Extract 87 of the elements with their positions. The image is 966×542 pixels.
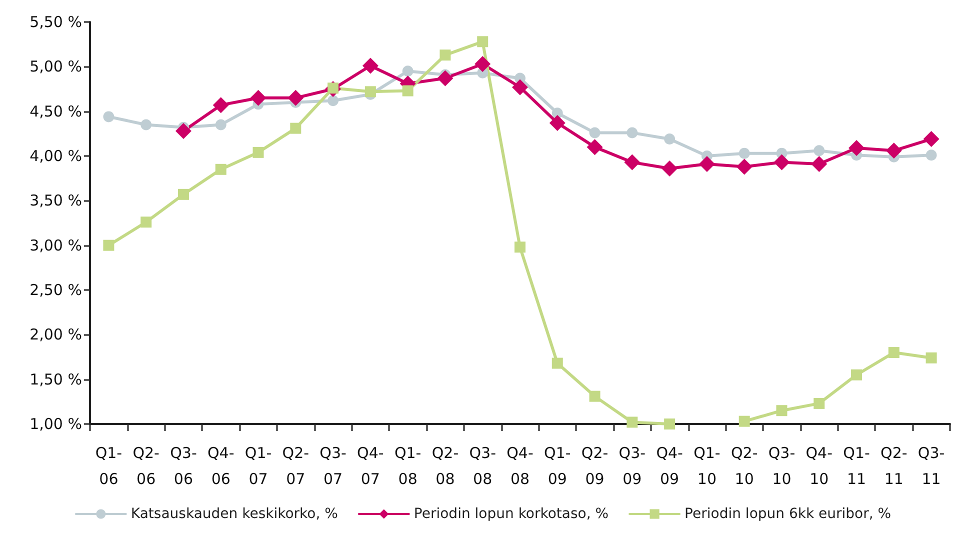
point bbox=[624, 154, 640, 170]
x-tick-label: Q2-07 bbox=[282, 444, 310, 488]
point bbox=[664, 134, 676, 145]
point bbox=[814, 145, 825, 156]
point bbox=[814, 398, 825, 409]
point bbox=[140, 119, 152, 130]
x-tick-label: Q4-10 bbox=[806, 444, 833, 488]
x-tick-label: Q2-09 bbox=[581, 444, 608, 488]
x-tick-label: Q2-11 bbox=[880, 444, 908, 488]
point bbox=[440, 50, 451, 61]
x-tick-label: Q3-10 bbox=[768, 444, 796, 488]
point bbox=[738, 148, 750, 159]
y-tick-label: 1,50 % bbox=[30, 370, 82, 388]
point bbox=[848, 140, 865, 156]
point bbox=[662, 160, 678, 177]
x-tick-label: Q1-06 bbox=[95, 444, 122, 488]
x-tick-label: Q4-06 bbox=[207, 444, 234, 488]
point bbox=[926, 150, 937, 161]
x-tick-label: Q3-07 bbox=[320, 444, 346, 488]
y-tick-label: 5,00 % bbox=[30, 58, 82, 76]
point bbox=[474, 56, 491, 72]
x-tick-label: Q1-07 bbox=[244, 444, 272, 488]
point bbox=[288, 90, 304, 106]
point bbox=[736, 158, 752, 175]
point bbox=[215, 119, 226, 130]
point bbox=[514, 242, 526, 253]
x-tick-label: Q1-10 bbox=[694, 444, 720, 488]
y-tick-label: 4,00 % bbox=[30, 147, 82, 165]
point bbox=[140, 216, 152, 228]
x-tick-label: Q3-11 bbox=[918, 444, 945, 488]
point bbox=[512, 79, 528, 96]
point bbox=[923, 131, 940, 148]
point bbox=[215, 164, 226, 175]
point bbox=[664, 418, 676, 430]
point bbox=[212, 97, 229, 114]
y-tick-label: 3,50 % bbox=[30, 192, 82, 210]
point bbox=[103, 240, 114, 251]
x-tick-label: Q4-07 bbox=[357, 444, 384, 488]
point bbox=[738, 416, 750, 427]
point bbox=[175, 122, 192, 139]
point bbox=[437, 70, 454, 86]
point bbox=[252, 146, 264, 158]
y-tick-label: 4,50 % bbox=[30, 102, 82, 120]
y-tick-label: 1,00 % bbox=[30, 415, 82, 433]
point bbox=[586, 139, 603, 156]
point bbox=[250, 90, 266, 106]
point bbox=[926, 352, 937, 364]
point bbox=[886, 142, 902, 159]
y-tick-label: 5,50 % bbox=[30, 13, 82, 31]
x-tick-label: Q3-09 bbox=[618, 444, 646, 488]
point bbox=[549, 114, 566, 131]
y-tick-label: 2,00 % bbox=[30, 326, 82, 344]
point bbox=[402, 85, 414, 96]
x-tick-label: Q2-08 bbox=[432, 444, 459, 488]
x-tick-label: Q4-08 bbox=[506, 444, 534, 488]
point bbox=[477, 36, 488, 48]
legend-label: Katsauskauden keskikorko, % bbox=[130, 506, 338, 522]
y-tick-label: 2,50 % bbox=[30, 281, 82, 299]
legend-label: Periodin lopun korkotaso, % bbox=[414, 506, 609, 522]
y-tick-label: 3,00 % bbox=[30, 236, 82, 254]
x-tick-label: Q4-09 bbox=[656, 444, 683, 488]
x-tick-label: Q2-06 bbox=[132, 444, 160, 488]
point bbox=[103, 111, 114, 122]
point bbox=[888, 347, 900, 358]
point bbox=[774, 154, 790, 170]
point bbox=[364, 86, 376, 98]
point bbox=[362, 58, 378, 74]
x-tick-label: Q3-06 bbox=[170, 444, 197, 488]
x-tick-label: Q1-11 bbox=[843, 444, 870, 488]
point bbox=[811, 156, 828, 172]
point bbox=[402, 66, 414, 77]
point bbox=[178, 188, 189, 200]
point bbox=[589, 390, 600, 402]
x-tick-label: Q2-10 bbox=[730, 444, 758, 488]
legend-label: Periodin lopun 6kk euribor, % bbox=[684, 506, 892, 522]
x-tick-label: Q1-09 bbox=[544, 444, 571, 488]
point bbox=[626, 416, 638, 428]
x-tick-label: Q3-08 bbox=[469, 444, 496, 488]
point bbox=[626, 127, 638, 138]
point bbox=[851, 369, 862, 380]
point bbox=[552, 358, 563, 369]
point bbox=[328, 95, 339, 106]
point bbox=[589, 127, 600, 138]
point bbox=[290, 122, 302, 134]
point bbox=[698, 156, 715, 172]
x-tick-label: Q1-08 bbox=[394, 444, 422, 488]
point bbox=[776, 405, 788, 416]
